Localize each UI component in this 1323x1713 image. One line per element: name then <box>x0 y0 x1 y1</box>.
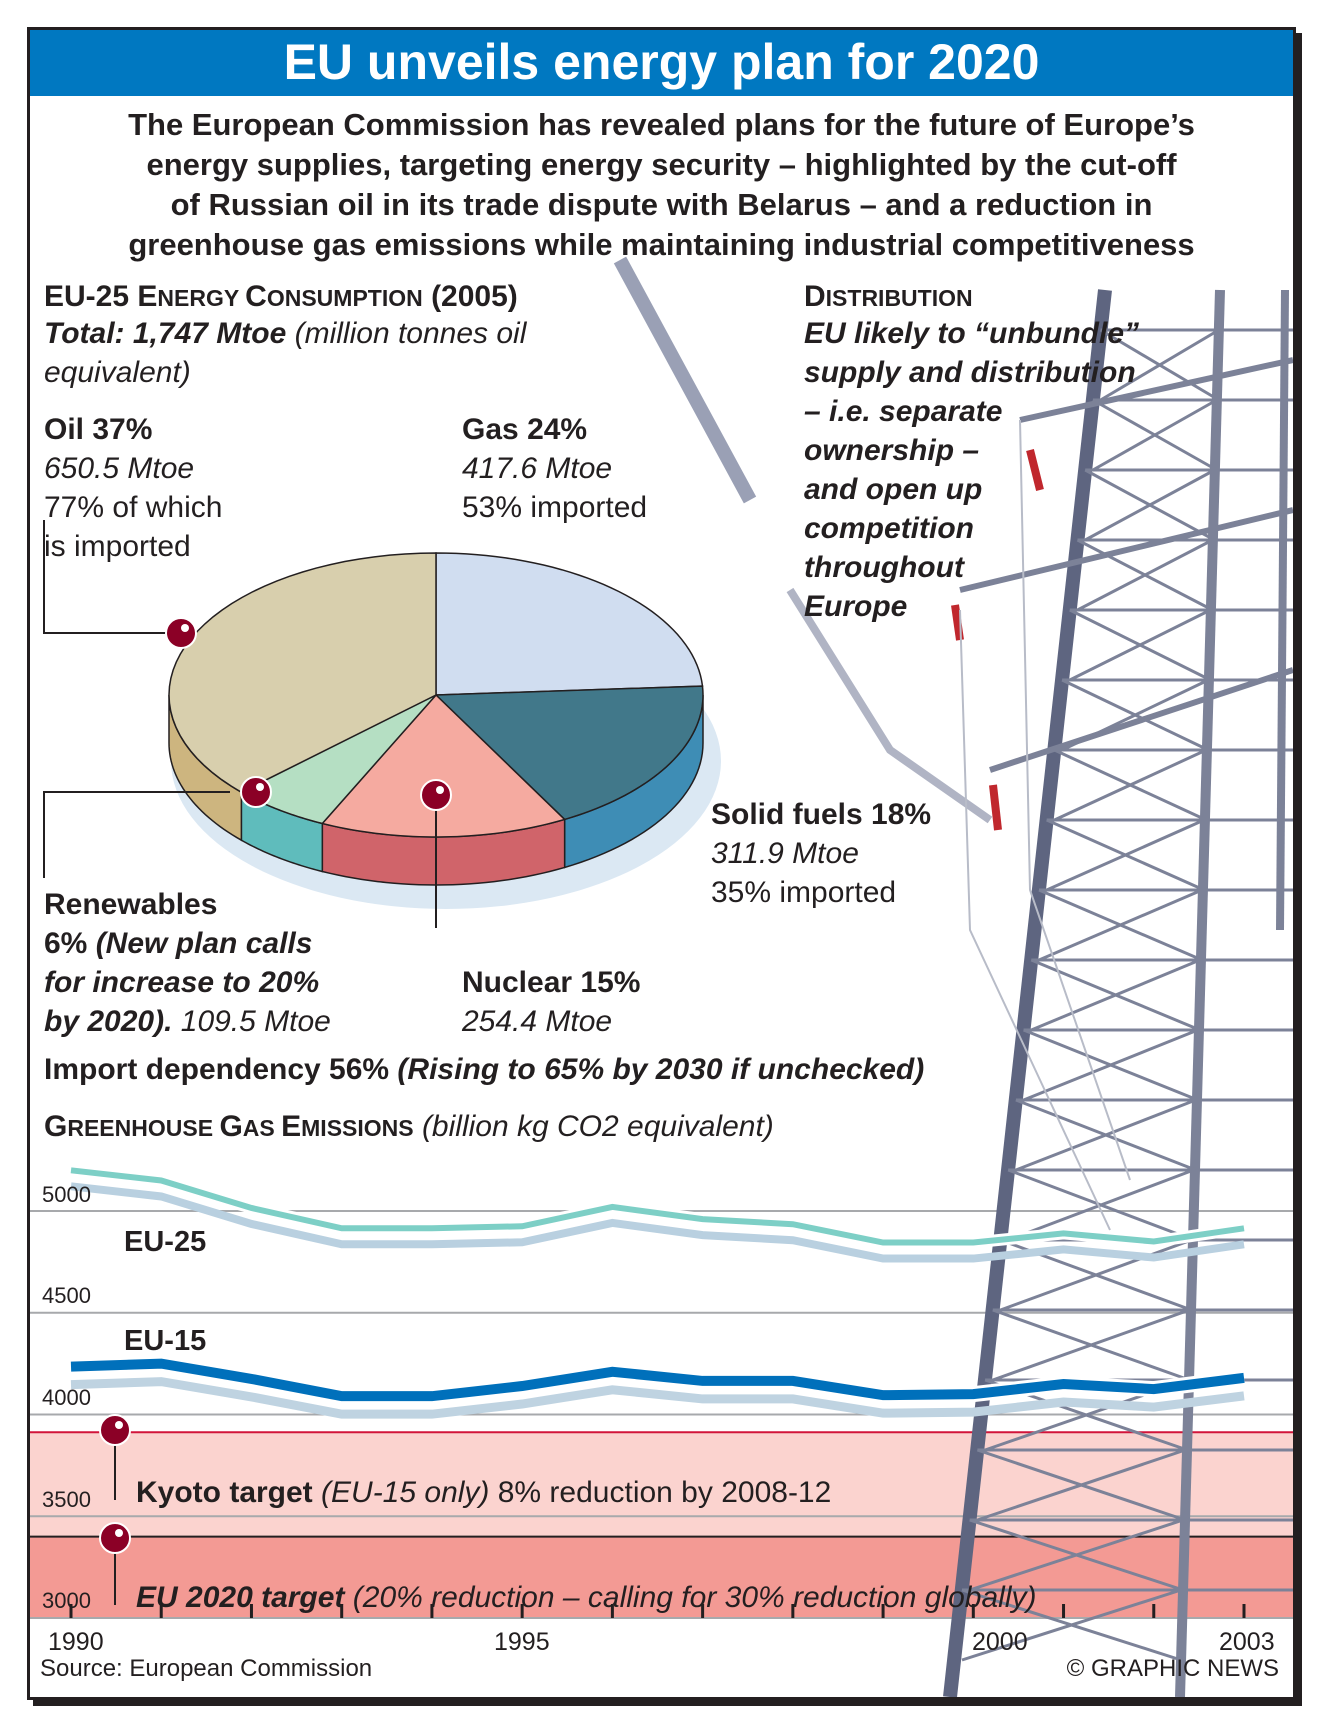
eu2020-band <box>30 1536 1293 1618</box>
y-tick-label: 4000 <box>42 1385 91 1410</box>
pylon-strut <box>1038 888 1203 962</box>
x-tick-label: 1995 <box>494 1628 550 1656</box>
pylon-strut <box>1007 1168 1195 1242</box>
pin-highlight <box>436 786 444 794</box>
x-tick-label: 2003 <box>1219 1628 1275 1656</box>
series-label-eu25: EU-25 <box>124 1226 207 1258</box>
y-tick-label: 5000 <box>42 1182 91 1207</box>
pylon-strut <box>1030 958 1201 1032</box>
y-tick-label: 3000 <box>42 1588 91 1613</box>
pylon-strut <box>1046 818 1205 892</box>
pylon-strut <box>1084 468 1216 542</box>
series-line-eu-15 <box>70 1358 1245 1402</box>
nuclear-label: Nuclear 15% 254.4 Mtoe <box>462 966 641 1038</box>
series-shadow-eu-15 <box>70 1377 1245 1419</box>
pylon-strut <box>969 1518 1184 1592</box>
kyoto-target-label: Kyoto target (EU-15 only) 8% reduction b… <box>136 1476 832 1509</box>
x-tick-label: 1990 <box>48 1628 104 1656</box>
series-shadow-eu-25 <box>70 1182 1245 1263</box>
pylon-strut <box>1092 398 1218 472</box>
pylon-strut <box>989 667 1293 773</box>
series-label-eu15: EU-15 <box>124 1325 207 1357</box>
source-note: Source: European Commission <box>40 1655 373 1682</box>
pin-highlight <box>115 1421 123 1429</box>
pylon-strut <box>1076 538 1214 612</box>
emissions-heading: GREENHOUSE GAS EMISSIONS (billion kg CO2… <box>44 1110 774 1143</box>
pylon-strut <box>976 1448 1186 1522</box>
pin-icon <box>99 1414 131 1446</box>
distribution-text: DISTRIBUTION EU likely to “unbundle” sup… <box>804 280 1140 623</box>
pylon-strut <box>951 604 964 641</box>
pylon-strut <box>1099 328 1220 402</box>
pylon-strut <box>989 784 1002 831</box>
pylon-strut <box>1019 357 1293 423</box>
pin-highlight <box>181 624 189 632</box>
pin-icon <box>420 779 452 811</box>
intro-line: energy supplies, targeting energy securi… <box>146 147 1177 182</box>
pylon-icon <box>613 256 1293 1697</box>
pin-icon <box>165 617 197 649</box>
series-line-eu-25 <box>70 1167 1245 1246</box>
pylon-strut <box>961 1588 1182 1662</box>
pylon-strut <box>613 256 757 504</box>
intro-line: The European Commission has revealed pla… <box>128 107 1195 142</box>
pylon-strut <box>1175 289 1225 1697</box>
pylon-strut <box>959 507 1293 593</box>
pie-slice-nuclear <box>320 693 567 838</box>
intro-line: greenhouse gas emissions while maintaini… <box>128 227 1195 262</box>
pylon-strut <box>1015 1098 1197 1172</box>
intro-line: of Russian oil in its trade dispute with… <box>170 187 1153 222</box>
pylon-strut <box>1053 748 1207 822</box>
pylon-strut <box>959 609 1111 1231</box>
renewables-label: Renewables 6% (New plan calls for increa… <box>44 888 331 1038</box>
pylon-strut <box>1023 1028 1199 1102</box>
gas-label: Gas 24% 417.6 Mtoe 53% imported <box>462 413 648 524</box>
consumption-heading: EU-25 ENERGY CONSUMPTION (2005) Total: 1… <box>44 280 527 389</box>
pin-highlight <box>115 1529 123 1537</box>
pie-slice-solid-fuels <box>434 685 704 821</box>
pylon-strut <box>992 1308 1190 1382</box>
solid-fuels-label: Solid fuels 18% 311.9 Mtoe 35% imported <box>711 798 932 909</box>
pin-icon <box>240 776 272 808</box>
y-tick-label: 3500 <box>42 1487 91 1512</box>
pylon-strut <box>786 587 993 824</box>
x-tick-label: 2000 <box>972 1628 1028 1656</box>
y-tick-label: 4500 <box>42 1283 91 1308</box>
illustration-layer <box>30 256 1293 1697</box>
pylon-strut <box>1069 608 1212 682</box>
import-dependency: Import dependency 56% (Rising to 65% by … <box>44 1053 925 1086</box>
leader-line <box>43 791 230 878</box>
page-title: EU unveils energy plan for 2020 <box>30 30 1293 96</box>
pylon-strut <box>999 1238 1193 1312</box>
pylon-strut <box>1026 449 1044 491</box>
total-value: Total: 1,747 Mtoe <box>44 317 287 350</box>
pin-highlight <box>256 783 264 791</box>
intro-text: The European Commission has revealed pla… <box>30 105 1293 265</box>
pie-slice-gas <box>435 552 704 696</box>
infographic: EU unveils energy plan for 2020 The Euro… <box>27 27 1296 1700</box>
pylon-strut <box>1019 419 1131 1181</box>
oil-label: Oil 37% 650.5 Mtoe 77% of which is impor… <box>44 413 223 563</box>
leader-line <box>43 520 170 634</box>
credit: © GRAPHIC NEWS <box>1066 1655 1279 1682</box>
pin-icon <box>99 1522 131 1554</box>
pylon-strut <box>943 289 1112 1697</box>
eu2020-target-label: EU 2020 target (20% reduction – calling … <box>136 1581 1037 1614</box>
